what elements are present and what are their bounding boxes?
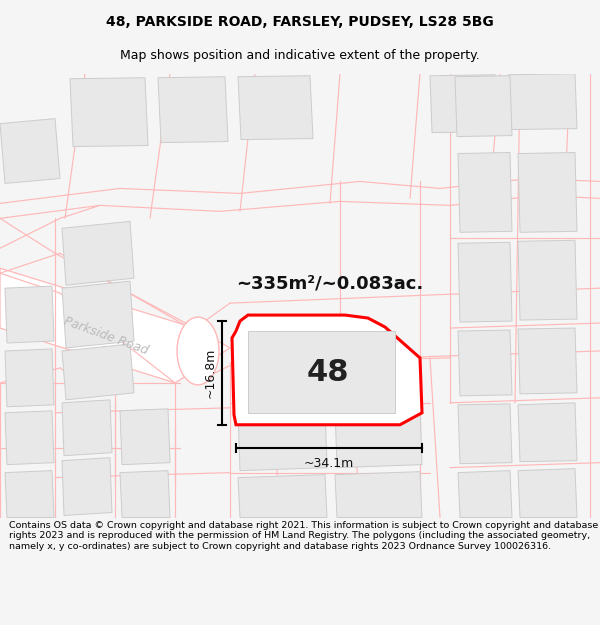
Polygon shape	[458, 152, 512, 232]
Text: ~335m²/~0.083ac.: ~335m²/~0.083ac.	[236, 274, 424, 292]
Polygon shape	[238, 76, 313, 139]
Polygon shape	[5, 471, 54, 518]
Text: ~34.1m: ~34.1m	[304, 457, 354, 470]
Polygon shape	[518, 403, 577, 462]
Polygon shape	[0, 119, 60, 184]
Polygon shape	[248, 331, 395, 412]
Polygon shape	[0, 268, 230, 383]
Polygon shape	[232, 315, 422, 425]
Polygon shape	[238, 474, 327, 518]
Text: Map shows position and indicative extent of the property.: Map shows position and indicative extent…	[120, 49, 480, 62]
Polygon shape	[335, 405, 422, 468]
Polygon shape	[158, 77, 228, 142]
Polygon shape	[518, 328, 577, 394]
Polygon shape	[335, 472, 422, 518]
Polygon shape	[120, 409, 170, 464]
Polygon shape	[62, 344, 134, 400]
Polygon shape	[70, 78, 148, 146]
Polygon shape	[458, 471, 512, 518]
Polygon shape	[518, 240, 577, 320]
Polygon shape	[458, 242, 512, 322]
Polygon shape	[62, 458, 112, 516]
Text: Contains OS data © Crown copyright and database right 2021. This information is : Contains OS data © Crown copyright and d…	[9, 521, 598, 551]
Polygon shape	[62, 221, 134, 285]
Polygon shape	[430, 75, 497, 132]
Polygon shape	[5, 411, 54, 464]
Text: 48: 48	[307, 358, 349, 387]
Polygon shape	[458, 404, 512, 464]
Polygon shape	[5, 349, 54, 407]
Polygon shape	[238, 408, 327, 471]
Polygon shape	[455, 76, 512, 137]
Polygon shape	[62, 281, 134, 348]
Polygon shape	[120, 471, 170, 518]
Text: Parkside Road: Parkside Road	[62, 315, 150, 358]
Ellipse shape	[177, 317, 219, 385]
Polygon shape	[518, 469, 577, 518]
Text: 48, PARKSIDE ROAD, FARSLEY, PUDSEY, LS28 5BG: 48, PARKSIDE ROAD, FARSLEY, PUDSEY, LS28…	[106, 15, 494, 29]
Polygon shape	[62, 400, 112, 456]
Polygon shape	[518, 152, 577, 232]
Polygon shape	[458, 330, 512, 396]
Polygon shape	[508, 74, 577, 129]
Text: ~16.8m: ~16.8m	[203, 348, 217, 398]
Polygon shape	[5, 286, 54, 343]
